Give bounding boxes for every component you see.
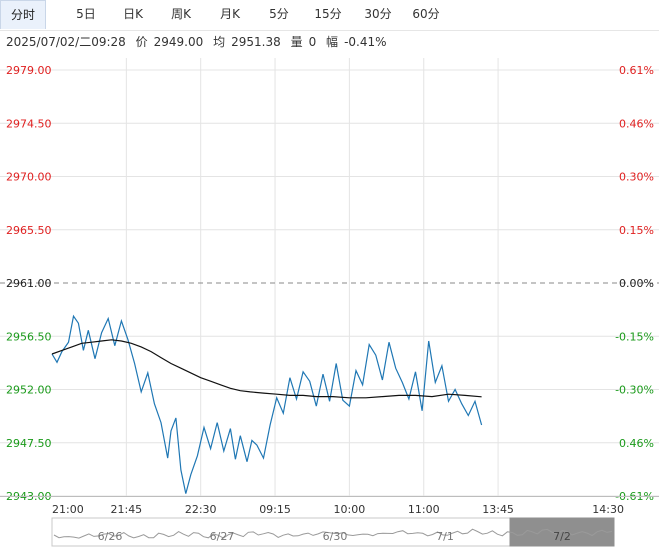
- y-tick-label-1: 2974.50: [6, 117, 52, 130]
- y-pct-label-4: 0.00%: [619, 277, 654, 290]
- tab-6[interactable]: 15分: [314, 7, 342, 21]
- y-tick-label-7: 2947.50: [6, 437, 52, 450]
- navigator-label-4: 7/2: [553, 530, 571, 543]
- tab-5[interactable]: 5分: [269, 7, 289, 21]
- tab-3[interactable]: 周K: [171, 7, 191, 21]
- y-pct-label-6: -0.30%: [615, 384, 654, 397]
- x-tick-label-1: 21:45: [110, 503, 142, 516]
- info-volume-label: 量: [290, 35, 303, 49]
- y-pct-label-7: 0.46%: [619, 437, 654, 450]
- navigator-label-1: 6/27: [210, 530, 235, 543]
- navigator-sparkline: [53, 528, 613, 539]
- period-tab-bar: 分时 5日 日K 周K 月K 5分 15分 30分 60分: [0, 0, 659, 31]
- x-tick-label-2: 22:30: [185, 503, 217, 516]
- x-tick-label-4: 10:00: [334, 503, 366, 516]
- info-change-label: 幅: [326, 35, 339, 49]
- y-tick-label-4: 2961.00: [6, 277, 52, 290]
- tab-7[interactable]: 30分: [364, 7, 392, 21]
- x-tick-label-5: 11:00: [408, 503, 440, 516]
- y-tick-label-2: 2970.00: [6, 171, 52, 184]
- x-tick-label-0: 21:00: [52, 503, 84, 516]
- price-line: [51, 314, 483, 494]
- info-price: 2949.00: [153, 35, 204, 49]
- y-tick-label-6: 2952.00: [6, 384, 52, 397]
- y-tick-label-5: 2956.50: [6, 330, 52, 343]
- tab-1[interactable]: 5日: [76, 7, 96, 21]
- y-pct-label-0: 0.61%: [619, 64, 654, 77]
- tab-2[interactable]: 日K: [123, 7, 143, 21]
- info-avg: 2951.38: [231, 35, 281, 49]
- y-pct-label-3: 0.15%: [619, 224, 654, 237]
- info-avg-label: 均: [213, 35, 226, 49]
- tab-4[interactable]: 月K: [220, 7, 240, 21]
- info-price-label: 价: [135, 35, 148, 49]
- y-tick-label-0: 2979.00: [6, 64, 52, 77]
- info-change: -0.41%: [344, 35, 387, 49]
- info-volume: 0: [308, 35, 317, 49]
- average-line: [51, 339, 482, 399]
- navigator-label-0: 6/26: [98, 530, 123, 543]
- x-tick-label-3: 09:15: [259, 503, 291, 516]
- navigator-label-2: 6/30: [323, 530, 348, 543]
- navigator-label-3: 7/1: [436, 530, 454, 543]
- tab-8[interactable]: 60分: [412, 7, 440, 21]
- info-datetime: 2025/07/02/二09:28: [6, 35, 126, 49]
- x-tick-label-7: 14:30: [592, 503, 624, 516]
- x-tick-label-6: 13:45: [482, 503, 514, 516]
- y-tick-label-3: 2965.50: [6, 224, 52, 237]
- y-pct-label-5: -0.15%: [615, 330, 654, 343]
- y-pct-label-1: 0.46%: [619, 117, 654, 130]
- y-pct-label-2: 0.30%: [619, 171, 654, 184]
- tab-0[interactable]: 分时: [0, 0, 46, 29]
